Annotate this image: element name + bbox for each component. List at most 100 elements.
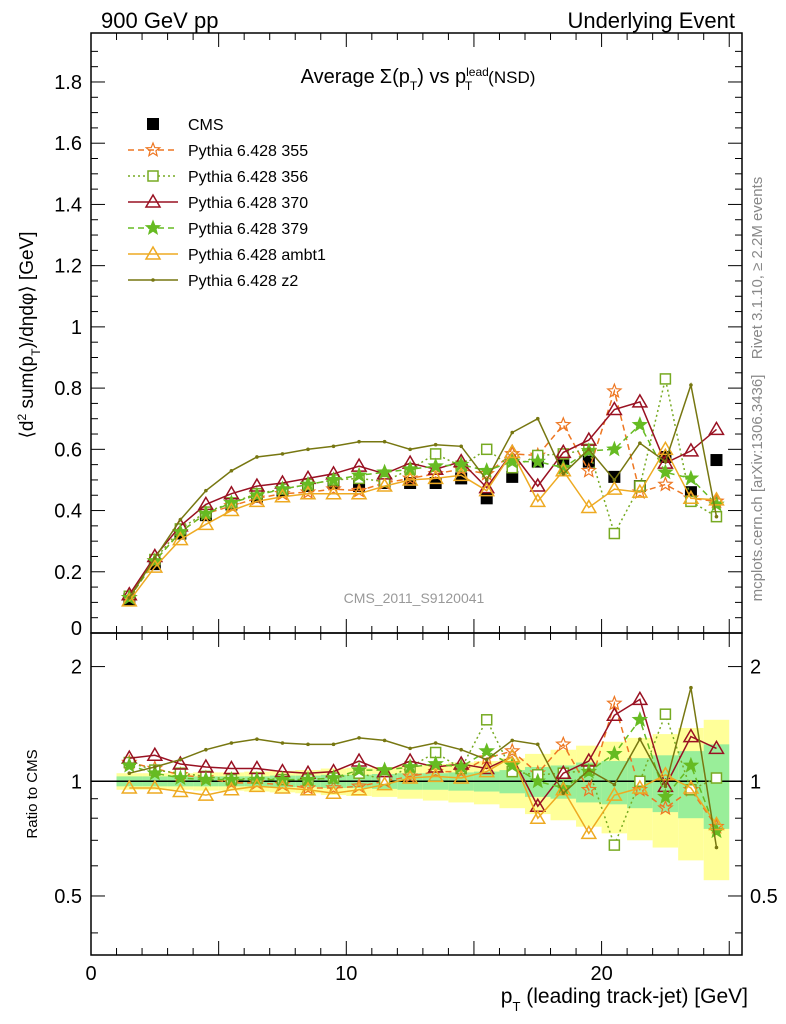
data-point xyxy=(580,499,598,514)
main-title: Average Σ(pT) vs plead T (NSD) xyxy=(301,65,536,93)
ratio-point xyxy=(657,799,674,816)
ratio-y-tick-label-right: 2 xyxy=(750,657,761,679)
data-point xyxy=(306,447,310,452)
data-point xyxy=(608,470,621,483)
data-point xyxy=(478,482,496,497)
ratio-line xyxy=(129,711,717,848)
ratio-point xyxy=(606,745,623,761)
ratio-point xyxy=(657,788,674,804)
ratio-point xyxy=(682,728,700,743)
ratio-point xyxy=(606,694,623,711)
ratio-point xyxy=(561,791,566,796)
ratio-point xyxy=(153,765,157,769)
ratio-point xyxy=(452,769,470,784)
main-title-vs: ) vs p xyxy=(417,66,466,88)
y-tick-label: 0.8 xyxy=(54,378,82,400)
main-series xyxy=(123,373,723,603)
data-point xyxy=(248,492,266,508)
ratio-line xyxy=(129,700,718,828)
data-point xyxy=(529,477,547,492)
ratio-point xyxy=(608,839,621,851)
ratio-point xyxy=(274,770,291,787)
y-tick-label: 0.6 xyxy=(54,439,82,461)
x-tick-label: 10 xyxy=(335,963,357,985)
ratio-point xyxy=(503,756,521,773)
data-point xyxy=(408,447,412,452)
data-point xyxy=(529,452,546,469)
legend-label: Pythia 6.428 z2 xyxy=(188,273,298,290)
ratio-y-tick-label-left: 0.5 xyxy=(54,886,82,908)
data-point xyxy=(433,442,438,447)
ratio-point xyxy=(223,781,240,796)
ratio-point xyxy=(580,824,598,840)
mcplots-credit-label: mcplots.cern.ch [arXiv:1306.3436] xyxy=(749,375,766,602)
data-point xyxy=(376,463,393,480)
ratio-point xyxy=(606,786,623,801)
legend-marker xyxy=(147,118,159,130)
data-point xyxy=(452,466,470,482)
legend-label: Pythia 6.428 379 xyxy=(188,221,308,238)
series-line xyxy=(128,447,717,602)
y-tick-label: 1.6 xyxy=(54,133,82,155)
ratio-point xyxy=(120,779,138,794)
data-point xyxy=(223,502,240,517)
main-title-sub-t2: T xyxy=(465,79,473,93)
ratio-point xyxy=(280,741,285,745)
ratio-point xyxy=(503,742,521,759)
ratio-point xyxy=(427,755,444,772)
data-point xyxy=(606,401,623,416)
data-point xyxy=(659,373,672,385)
main-series xyxy=(120,382,725,605)
x-tick-label: 20 xyxy=(590,963,612,985)
ratio-point xyxy=(350,781,368,796)
band-inner-bin xyxy=(703,744,730,829)
data-point xyxy=(484,478,489,482)
main-series-layer xyxy=(120,373,725,607)
ratio-point xyxy=(331,742,336,747)
data-point xyxy=(685,495,697,508)
ratio-line xyxy=(129,687,718,848)
ratio-point xyxy=(325,779,342,796)
axis-ticks xyxy=(90,33,742,955)
ratio-y-tick-label-right: 0.5 xyxy=(750,886,778,908)
data-point xyxy=(682,442,700,457)
ratio-point xyxy=(478,760,496,775)
main-title-nsd: (NSD) xyxy=(488,68,535,87)
ratio-point xyxy=(350,761,368,778)
ratio-point xyxy=(710,772,723,784)
ratio-panel-frame xyxy=(90,632,743,956)
y-tick-label: 1.4 xyxy=(54,194,82,216)
ratio-point xyxy=(146,746,164,762)
data-point xyxy=(535,416,540,421)
data-point xyxy=(606,382,623,399)
ratio-point xyxy=(382,738,387,743)
legend-entry: CMS xyxy=(147,117,224,134)
data-point xyxy=(714,514,719,519)
analysis-watermark: CMS_2011_S9120041 xyxy=(344,590,485,606)
x-tick-label: 0 xyxy=(85,963,96,985)
data-point xyxy=(657,440,674,456)
ratio-point xyxy=(172,755,189,770)
data-point xyxy=(631,416,649,432)
legend-entry: Pythia 6.428 379 xyxy=(128,219,308,238)
data-point xyxy=(587,447,591,452)
legend: CMS Pythia 6.428 355 Pythia 6.428 356 Pythi… xyxy=(128,117,326,290)
legend-label: CMS xyxy=(188,117,224,134)
ratio-point xyxy=(606,706,623,722)
ratio-point xyxy=(478,763,496,778)
ratio-point xyxy=(255,737,259,741)
ratio-point xyxy=(325,784,342,800)
main-series xyxy=(127,382,719,600)
data-point xyxy=(325,480,342,497)
series-line xyxy=(128,423,718,599)
ratio-series xyxy=(127,685,719,850)
data-point xyxy=(631,483,649,498)
ratio-point xyxy=(580,781,598,797)
main-series xyxy=(123,450,723,606)
data-point xyxy=(708,420,725,436)
data-point xyxy=(689,383,693,387)
ratio-point xyxy=(612,782,617,787)
data-point xyxy=(120,592,138,607)
data-point xyxy=(204,488,208,493)
